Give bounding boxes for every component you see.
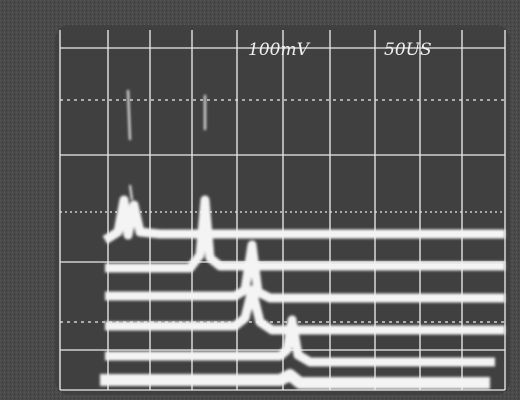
time-per-div-label: 50US (384, 40, 432, 60)
volts-per-div-label: 100mV (248, 40, 311, 60)
oscilloscope-photo: 100mV 50US (0, 0, 520, 400)
page: 100mV 50US (() => { const data = JSON.pa… (0, 0, 520, 400)
